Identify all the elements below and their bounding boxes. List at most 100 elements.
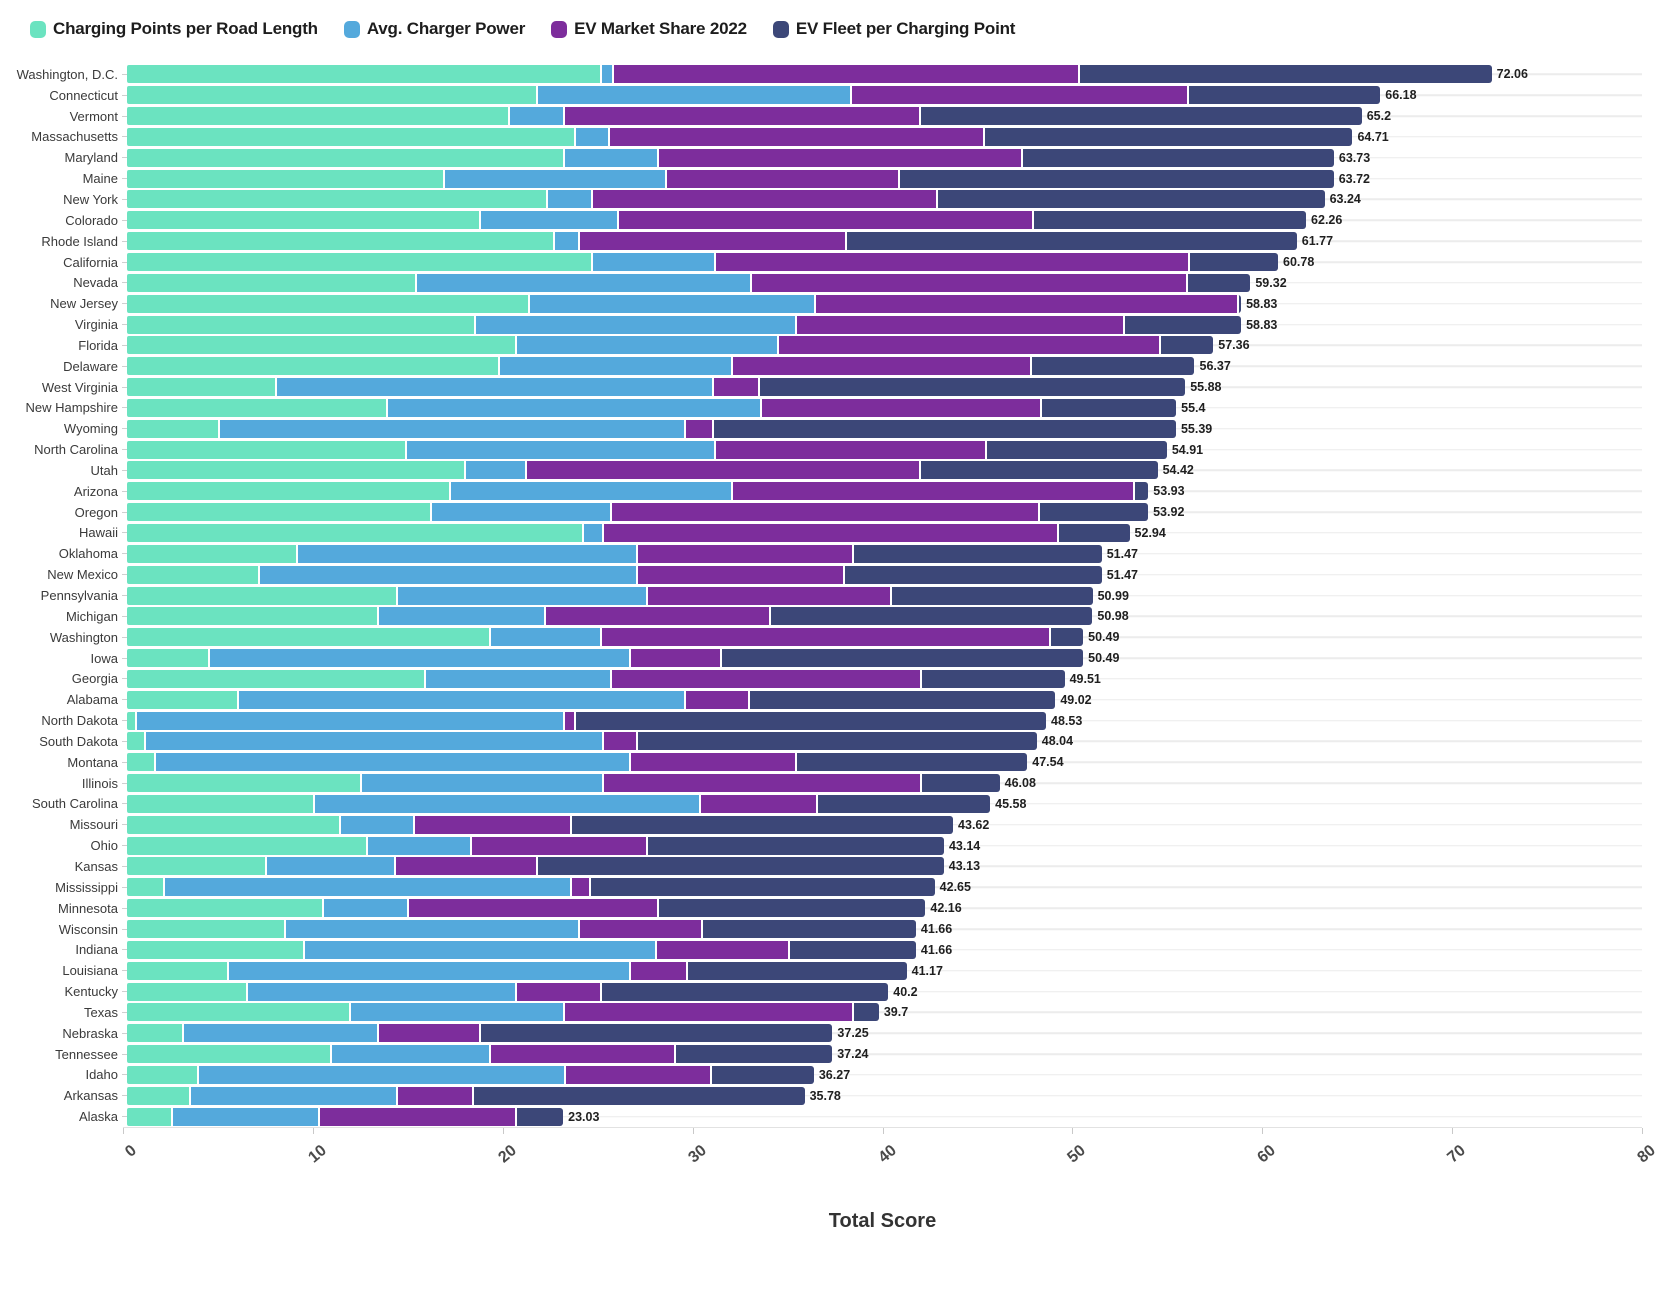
bar-segment-avg-charger-power[interactable]	[498, 357, 732, 376]
bar-segment-ev-market-share-2022[interactable]	[524, 461, 919, 480]
bar-segment-charging-points-per-road-length[interactable]	[127, 961, 228, 980]
bar-segment-avg-charger-power[interactable]	[274, 378, 713, 397]
bar-segment-ev-fleet-per-charging-point[interactable]	[748, 690, 1056, 709]
bar-segment-avg-charger-power[interactable]	[405, 440, 715, 459]
bar-segment-ev-fleet-per-charging-point[interactable]	[920, 669, 1065, 688]
bar-segment-ev-fleet-per-charging-point[interactable]	[852, 544, 1102, 563]
bar-segment-ev-fleet-per-charging-point[interactable]	[471, 1086, 805, 1105]
bar-segment-charging-points-per-road-length[interactable]	[127, 690, 237, 709]
bar-segment-ev-fleet-per-charging-point[interactable]	[1236, 294, 1242, 313]
bar-segment-avg-charger-power[interactable]	[424, 669, 610, 688]
bar-segment-charging-points-per-road-length[interactable]	[127, 1003, 349, 1022]
bar-segment-ev-market-share-2022[interactable]	[394, 857, 537, 876]
bar-segment-ev-fleet-per-charging-point[interactable]	[816, 794, 991, 813]
bar-segment-ev-fleet-per-charging-point[interactable]	[844, 232, 1297, 251]
bar-segment-ev-fleet-per-charging-point[interactable]	[984, 440, 1167, 459]
bar-segment-charging-points-per-road-length[interactable]	[127, 669, 425, 688]
bar-segment-charging-points-per-road-length[interactable]	[127, 940, 304, 959]
bar-segment-charging-points-per-road-length[interactable]	[127, 336, 516, 355]
bar-segment-avg-charger-power[interactable]	[464, 461, 525, 480]
bar-segment-ev-market-share-2022[interactable]	[564, 1065, 711, 1084]
bar-segment-ev-fleet-per-charging-point[interactable]	[645, 836, 944, 855]
bar-segment-charging-points-per-road-length[interactable]	[127, 294, 529, 313]
bar-segment-charging-points-per-road-length[interactable]	[127, 127, 574, 146]
bar-segment-charging-points-per-road-length[interactable]	[127, 523, 582, 542]
bar-segment-avg-charger-power[interactable]	[562, 148, 658, 167]
bar-segment-avg-charger-power[interactable]	[348, 1003, 563, 1022]
legend-item-ev-market-share-2022[interactable]: EV Market Share 2022	[551, 19, 747, 39]
bar-segment-avg-charger-power[interactable]	[515, 336, 777, 355]
bar-segment-avg-charger-power[interactable]	[528, 294, 815, 313]
bar-segment-ev-market-share-2022[interactable]	[814, 294, 1237, 313]
bar-segment-charging-points-per-road-length[interactable]	[127, 815, 340, 834]
bar-segment-ev-market-share-2022[interactable]	[488, 1045, 675, 1064]
bar-segment-avg-charger-power[interactable]	[553, 232, 578, 251]
bar-segment-ev-fleet-per-charging-point[interactable]	[890, 586, 1093, 605]
bar-segment-ev-fleet-per-charging-point[interactable]	[700, 920, 916, 939]
bar-segment-charging-points-per-road-length[interactable]	[127, 711, 135, 730]
bar-segment-ev-market-share-2022[interactable]	[617, 211, 1033, 230]
bar-segment-avg-charger-power[interactable]	[573, 127, 608, 146]
bar-segment-ev-market-share-2022[interactable]	[318, 1107, 516, 1126]
bar-segment-avg-charger-power[interactable]	[339, 815, 413, 834]
bar-segment-charging-points-per-road-length[interactable]	[127, 920, 285, 939]
bar-segment-avg-charger-power[interactable]	[581, 523, 603, 542]
bar-segment-ev-fleet-per-charging-point[interactable]	[982, 127, 1353, 146]
bar-segment-avg-charger-power[interactable]	[236, 690, 684, 709]
bar-segment-charging-points-per-road-length[interactable]	[127, 794, 313, 813]
bar-segment-ev-fleet-per-charging-point[interactable]	[589, 878, 935, 897]
bar-segment-ev-market-share-2022[interactable]	[562, 711, 574, 730]
bar-segment-ev-market-share-2022[interactable]	[609, 669, 921, 688]
bar-segment-ev-fleet-per-charging-point[interactable]	[1039, 398, 1177, 417]
bar-segment-charging-points-per-road-length[interactable]	[127, 732, 145, 751]
bar-segment-charging-points-per-road-length[interactable]	[127, 211, 480, 230]
bar-segment-ev-fleet-per-charging-point[interactable]	[710, 1065, 814, 1084]
bar-segment-avg-charger-power[interactable]	[430, 503, 610, 522]
bar-segment-ev-market-share-2022[interactable]	[776, 336, 1160, 355]
bar-segment-ev-fleet-per-charging-point[interactable]	[1056, 523, 1130, 542]
bar-segment-ev-fleet-per-charging-point[interactable]	[636, 732, 1037, 751]
bar-segment-charging-points-per-road-length[interactable]	[127, 836, 366, 855]
bar-segment-avg-charger-power[interactable]	[134, 711, 563, 730]
bar-segment-ev-fleet-per-charging-point[interactable]	[536, 857, 944, 876]
bar-segment-ev-market-share-2022[interactable]	[850, 86, 1188, 105]
bar-segment-ev-market-share-2022[interactable]	[515, 982, 601, 1001]
bar-segment-avg-charger-power[interactable]	[448, 482, 732, 501]
bar-segment-charging-points-per-road-length[interactable]	[127, 1024, 182, 1043]
bar-segment-ev-fleet-per-charging-point[interactable]	[920, 774, 1000, 793]
bar-segment-avg-charger-power[interactable]	[590, 253, 715, 272]
bar-segment-charging-points-per-road-length[interactable]	[127, 169, 444, 188]
bar-segment-avg-charger-power[interactable]	[600, 65, 612, 84]
bar-segment-avg-charger-power[interactable]	[443, 169, 665, 188]
bar-segment-ev-market-share-2022[interactable]	[683, 690, 749, 709]
bar-segment-charging-points-per-road-length[interactable]	[127, 253, 591, 272]
bar-segment-charging-points-per-road-length[interactable]	[127, 857, 266, 876]
bar-segment-charging-points-per-road-length[interactable]	[127, 1065, 198, 1084]
bar-segment-ev-market-share-2022[interactable]	[570, 878, 590, 897]
bar-segment-ev-market-share-2022[interactable]	[636, 544, 853, 563]
bar-segment-ev-market-share-2022[interactable]	[731, 357, 1031, 376]
bar-segment-avg-charger-power[interactable]	[303, 940, 656, 959]
bar-segment-avg-charger-power[interactable]	[507, 107, 563, 126]
bar-segment-charging-points-per-road-length[interactable]	[127, 65, 601, 84]
bar-segment-ev-market-share-2022[interactable]	[577, 232, 845, 251]
bar-segment-ev-market-share-2022[interactable]	[608, 127, 983, 146]
bar-segment-avg-charger-power[interactable]	[488, 628, 601, 647]
bar-segment-charging-points-per-road-length[interactable]	[127, 544, 296, 563]
bar-segment-avg-charger-power[interactable]	[265, 857, 394, 876]
bar-segment-ev-fleet-per-charging-point[interactable]	[787, 940, 916, 959]
bar-segment-ev-fleet-per-charging-point[interactable]	[1159, 336, 1214, 355]
bar-segment-charging-points-per-road-length[interactable]	[127, 190, 546, 209]
bar-segment-charging-points-per-road-length[interactable]	[127, 357, 499, 376]
bar-segment-ev-market-share-2022[interactable]	[628, 649, 720, 668]
bar-segment-charging-points-per-road-length[interactable]	[127, 107, 508, 126]
bar-segment-charging-points-per-road-length[interactable]	[127, 899, 323, 918]
bar-segment-charging-points-per-road-length[interactable]	[127, 148, 563, 167]
bar-segment-ev-market-share-2022[interactable]	[657, 148, 1021, 167]
bar-segment-avg-charger-power[interactable]	[189, 1086, 396, 1105]
bar-segment-charging-points-per-road-length[interactable]	[127, 649, 209, 668]
bar-segment-ev-fleet-per-charging-point[interactable]	[1032, 211, 1307, 230]
bar-segment-charging-points-per-road-length[interactable]	[127, 878, 163, 897]
bar-segment-charging-points-per-road-length[interactable]	[127, 419, 218, 438]
bar-segment-ev-market-share-2022[interactable]	[714, 253, 1188, 272]
